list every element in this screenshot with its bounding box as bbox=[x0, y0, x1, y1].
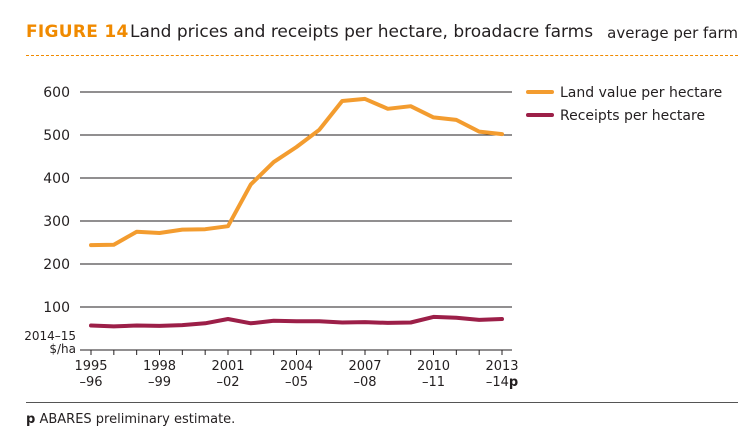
footnote: p ABARES preliminary estimate. bbox=[26, 412, 235, 427]
gridlines bbox=[80, 91, 512, 308]
legend-label: Receipts per hectare bbox=[560, 108, 705, 124]
x-tick-label-line2: –08 bbox=[353, 375, 376, 390]
legend-label: Land value per hectare bbox=[560, 85, 722, 101]
x-tick-label-line2: –14p bbox=[486, 375, 518, 390]
x-axis: 1995–961998–992001–022004–052007–082010–… bbox=[74, 349, 519, 390]
series-line bbox=[89, 314, 504, 329]
figure-subtitle: average per farm bbox=[607, 24, 738, 42]
y-tick-label: 300 bbox=[43, 214, 70, 230]
x-tick-label: 1995 bbox=[74, 359, 107, 374]
x-tick-label-line2: –11 bbox=[422, 375, 445, 390]
footer-divider bbox=[26, 402, 738, 403]
y-tick-label: 400 bbox=[43, 171, 70, 187]
figure-number: FIGURE 14 bbox=[26, 22, 129, 42]
x-tick-label-line2: –96 bbox=[79, 375, 102, 390]
series-lines bbox=[89, 96, 504, 329]
x-tick-label: 2007 bbox=[348, 359, 381, 374]
x-tick-label: 1998 bbox=[143, 359, 176, 374]
y-tick-label: 100 bbox=[43, 300, 70, 316]
y-axis-label: 2014–15$/ha bbox=[24, 329, 76, 356]
x-tick-label-line2: –02 bbox=[216, 375, 239, 390]
x-tick-label-line2: –05 bbox=[285, 375, 308, 390]
preliminary-marker: p bbox=[509, 375, 518, 390]
y-tick-label: 200 bbox=[43, 257, 70, 273]
header-divider bbox=[26, 55, 738, 56]
x-tick-label-line2: –99 bbox=[148, 375, 171, 390]
x-tick-label: 2013 bbox=[485, 359, 518, 374]
x-tick-label: 2001 bbox=[211, 359, 244, 374]
line-chart: 100 200 300 400 500 600 2014–15$/ha 1995–96 19… bbox=[24, 85, 722, 390]
figure-title: Land prices and receipts per hectare, br… bbox=[130, 22, 594, 42]
figure-header: FIGURE 14 Land prices and receipts per h… bbox=[26, 22, 738, 54]
y-tick-label: 500 bbox=[43, 128, 70, 144]
footnote-text: ABARES preliminary estimate. bbox=[39, 412, 236, 427]
footnote-marker: p bbox=[26, 412, 36, 427]
y-axis-ticks: 100 200 300 400 500 600 bbox=[43, 85, 70, 316]
y-axis-unit-line: 2014–15 bbox=[24, 329, 76, 343]
x-tick-label: 2010 bbox=[417, 359, 450, 374]
y-axis-unit-line: $/ha bbox=[49, 342, 76, 356]
series-line bbox=[89, 96, 504, 248]
legend: Land value per hectare Receipts per hecta… bbox=[526, 85, 722, 124]
y-tick-label: 600 bbox=[43, 85, 70, 101]
x-tick-label: 2004 bbox=[280, 359, 313, 374]
